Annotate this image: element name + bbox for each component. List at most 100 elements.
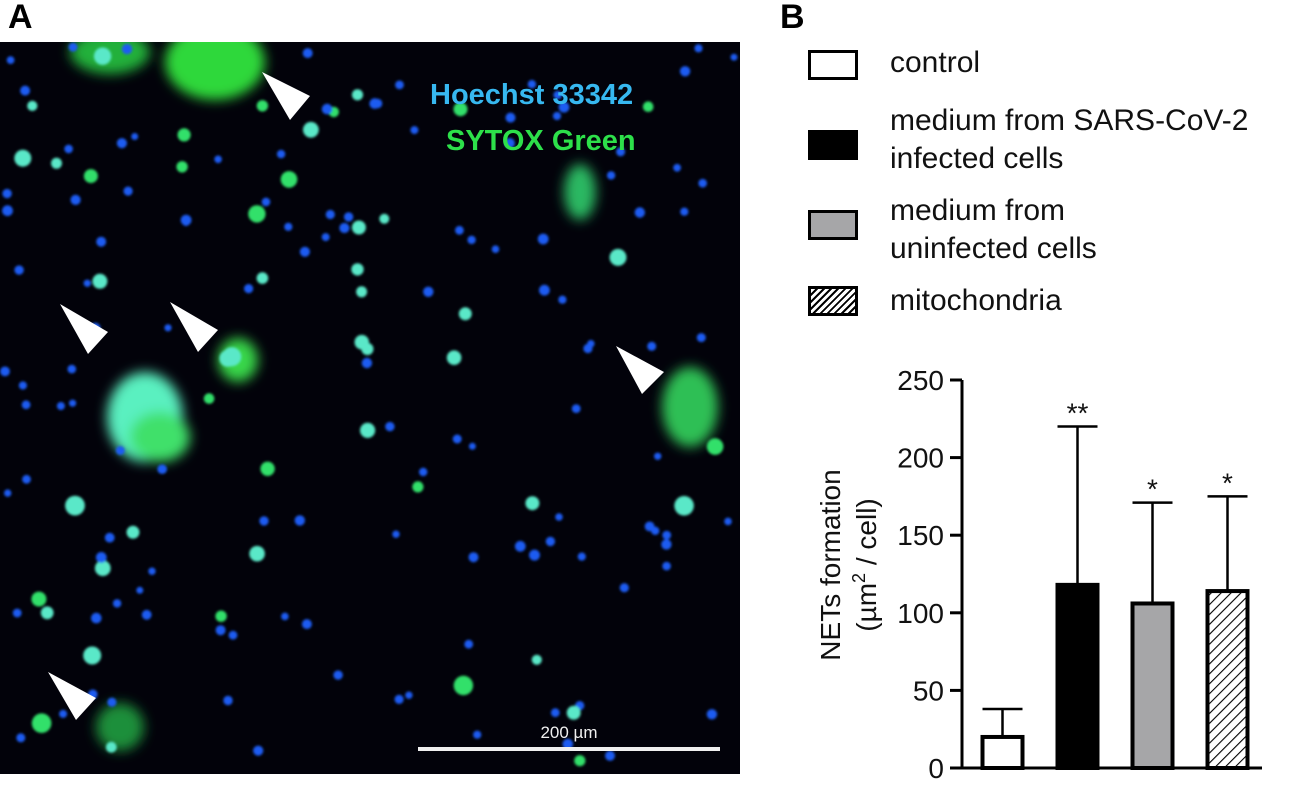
sytox-positive-cell — [360, 422, 376, 438]
scale-bar-label: 200 µm — [540, 723, 597, 742]
hoechst-nucleus — [64, 144, 73, 154]
hoechst-nucleus — [112, 599, 122, 608]
hoechst-nucleus — [333, 670, 343, 680]
hoechst-nucleus — [18, 381, 27, 390]
hoechst-nucleus — [661, 539, 672, 550]
sytox-positive-cell — [280, 171, 298, 188]
hoechst-nucleus — [2, 205, 13, 217]
sytox-positive-cell — [566, 705, 581, 720]
hoechst-nucleus — [276, 149, 286, 159]
sytox-positive-cell — [176, 161, 188, 173]
fluorescence-micrograph: Hoechst 33342 SYTOX Green 200 µm — [0, 42, 740, 774]
hoechst-nucleus — [679, 66, 691, 77]
sytox-positive-cell — [256, 272, 269, 284]
sytox-positive-cell — [248, 205, 266, 223]
significance-label: * — [1222, 467, 1233, 498]
hoechst-nucleus — [654, 452, 662, 460]
hoechst-nucleus — [361, 357, 373, 369]
hoechst-nucleus — [514, 540, 526, 552]
hoechst-nucleus — [405, 691, 413, 699]
hoechst-nucleus — [59, 709, 68, 718]
hoechst-nucleus — [180, 214, 192, 226]
sytox-positive-cell — [65, 495, 85, 516]
y-axis-title-line1: NETs formation — [815, 469, 846, 660]
hoechst-nucleus — [343, 212, 354, 222]
hoechst-nucleus — [14, 265, 24, 275]
hoechst-nucleus — [571, 404, 581, 413]
hoechst-nucleus — [284, 222, 293, 231]
sytox-positive-cell — [215, 610, 227, 622]
hoechst-nucleus — [419, 467, 428, 477]
legend-swatch-mitochondria — [808, 286, 858, 316]
y-tick-label: 250 — [897, 365, 944, 396]
y-tick-label: 0 — [928, 753, 944, 780]
significance-label: * — [1147, 474, 1158, 505]
cell-nuclei — [0, 42, 738, 767]
hoechst-nucleus — [228, 630, 238, 640]
sytox-positive-cell — [446, 350, 462, 366]
hoechst-nucleus — [21, 400, 31, 410]
hoechst-nucleus — [22, 474, 31, 484]
hoechst-nucleus — [301, 619, 312, 630]
hoechst-nucleus — [527, 80, 537, 89]
hoechst-nucleus — [619, 583, 629, 593]
sytox-positive-cell — [31, 713, 52, 733]
hoechst-nucleus — [148, 567, 156, 575]
hoechst-nucleus — [395, 80, 404, 90]
hoechst-nucleus — [116, 138, 127, 149]
y-axis-title-line2: (µm2 / cell) — [849, 498, 882, 631]
sytox-positive-cell — [83, 646, 102, 665]
hoechst-nucleus — [680, 207, 689, 216]
bar — [1055, 582, 1100, 770]
hoechst-nucleus — [545, 536, 556, 547]
hoechst-nucleus — [662, 530, 672, 540]
sytox-positive-cell — [574, 755, 586, 767]
hoechst-nucleus — [121, 43, 133, 55]
hoechst-nucleus — [107, 697, 117, 707]
hoechst-nucleus — [0, 366, 10, 377]
hoechst-nucleus — [550, 708, 560, 718]
hoechst-nucleus — [423, 286, 434, 297]
hoechst-nucleus — [552, 111, 562, 121]
panel-a-label: A — [8, 0, 33, 36]
bar-chart: NETs formation (µm2 / cell) 0 50 100 150 200… — [790, 360, 1290, 785]
hoechst-nucleus — [83, 279, 92, 287]
sytox-positive-cell — [27, 100, 38, 111]
sytox-positive-cell — [412, 481, 424, 493]
hoechst-nucleus — [321, 233, 330, 242]
hoechst-nucleus — [164, 324, 172, 332]
hoechst-nucleus — [616, 147, 626, 157]
y-tick-label: 150 — [897, 520, 944, 551]
hoechst-nucleus — [491, 245, 500, 253]
hoechst-nucleus — [647, 341, 657, 351]
hoechst-nucleus — [253, 745, 264, 756]
hoechst-nucleus — [131, 133, 139, 140]
hoechst-nucleus — [69, 399, 77, 407]
hoechst-nucleus — [6, 56, 15, 64]
sytox-positive-cell — [303, 121, 319, 138]
sytox-positive-cell — [14, 149, 32, 167]
hoechst-nucleus — [325, 209, 335, 220]
legend-swatch-control — [808, 50, 858, 80]
legend-label-mitochondria: mitochondria — [890, 284, 1062, 317]
hoechst-nucleus — [95, 552, 107, 563]
hoechst-nucleus — [529, 549, 540, 561]
y-tick-label: 200 — [897, 443, 944, 474]
hoechst-nucleus — [294, 515, 305, 526]
stain1-label: Hoechst 33342 — [430, 79, 633, 111]
bar — [1205, 589, 1250, 770]
hoechst-nucleus — [583, 343, 593, 354]
hoechst-nucleus — [473, 730, 482, 739]
sytox-positive-cell — [458, 307, 472, 321]
sytox-positive-cell — [674, 496, 694, 516]
hoechst-nucleus — [410, 126, 419, 135]
hoechst-nucleus — [302, 48, 313, 59]
hoechst-nucleus — [215, 625, 226, 636]
hoechst-nucleus — [141, 609, 152, 620]
hoechst-nucleus — [673, 163, 681, 172]
hoechst-nucleus — [339, 222, 350, 234]
hoechst-nucleus — [392, 530, 400, 538]
hoechst-nucleus — [662, 561, 671, 571]
sytox-positive-cell — [249, 545, 265, 562]
sytox-positive-cell — [354, 334, 370, 350]
